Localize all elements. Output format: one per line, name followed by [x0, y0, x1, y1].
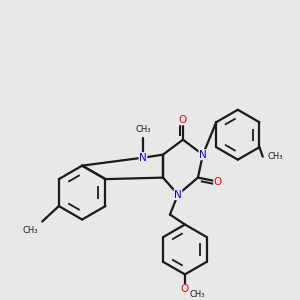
Text: O: O	[181, 284, 189, 294]
Text: CH₃: CH₃	[23, 226, 38, 235]
Text: N: N	[174, 190, 182, 200]
Text: O: O	[214, 177, 222, 187]
Text: N: N	[199, 150, 207, 160]
Text: O: O	[179, 115, 187, 125]
Text: CH₃: CH₃	[135, 125, 151, 134]
Text: CH₃: CH₃	[268, 152, 283, 161]
Text: N: N	[139, 153, 147, 163]
Text: CH₃: CH₃	[190, 290, 206, 299]
